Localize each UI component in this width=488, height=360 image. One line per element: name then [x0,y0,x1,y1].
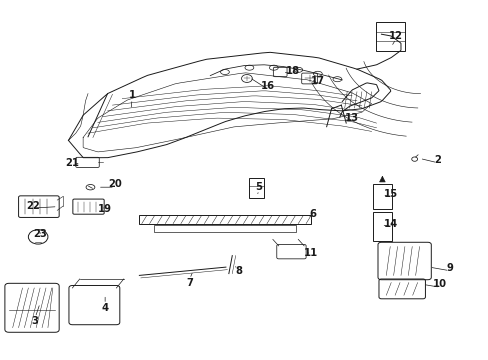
Text: 10: 10 [432,279,446,289]
Text: 16: 16 [261,81,274,91]
Text: 7: 7 [186,278,193,288]
Text: 22: 22 [26,201,40,211]
Text: 15: 15 [384,189,397,199]
Bar [372,184,391,209]
Text: 1: 1 [128,90,135,100]
Text: 19: 19 [98,204,112,214]
Text: 13: 13 [345,113,358,123]
Text: 3: 3 [32,316,39,326]
Text: 5: 5 [255,182,262,192]
Text: 18: 18 [285,66,299,76]
Text: 9: 9 [446,263,452,273]
Text: 2: 2 [433,155,440,165]
Text: 14: 14 [383,219,398,229]
Bar [375,22,404,51]
Text: 11: 11 [303,248,317,258]
Text: 12: 12 [388,31,402,41]
Text: 21: 21 [65,158,79,168]
Text: 4: 4 [102,303,108,313]
Text: 17: 17 [310,76,324,86]
Text: 6: 6 [309,209,316,219]
Bar [249,178,264,198]
Text: 20: 20 [108,179,122,189]
Text: 23: 23 [33,229,47,239]
Bar [154,225,295,232]
Bar [139,215,310,224]
Bar [372,212,391,241]
Text: 8: 8 [235,266,242,276]
